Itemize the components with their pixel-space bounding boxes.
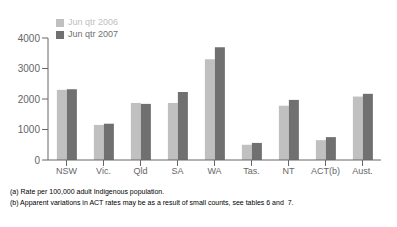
svg-text:WA: WA — [207, 166, 221, 176]
svg-text:SA: SA — [171, 166, 183, 176]
svg-text:ACT(b): ACT(b) — [311, 166, 340, 176]
svg-text:Vic.: Vic. — [96, 166, 111, 176]
svg-text:1000: 1000 — [18, 124, 41, 135]
html-text:(a) Rate per 100,000 adult Ind: (a) Rate per 100,000 adult Indigenous po… — [10, 188, 165, 195]
svg-text:2000: 2000 — [18, 94, 41, 105]
svg-text:Aust.: Aust. — [352, 166, 373, 176]
html-text:Jun qtr 2006: Jun qtr 2006 — [68, 17, 118, 27]
svg-text:Qld: Qld — [133, 166, 147, 176]
svg-text:0: 0 — [34, 155, 40, 166]
svg-text:3000: 3000 — [18, 63, 41, 74]
svg-text:NSW: NSW — [56, 166, 78, 176]
html-text:(b) Apparent variations in ACT: (b) Apparent variations in ACT rates may… — [10, 199, 294, 206]
svg-text:4000: 4000 — [18, 33, 41, 44]
html-text:Jun qtr 2007: Jun qtr 2007 — [68, 29, 118, 39]
svg-text:Tas.: Tas. — [243, 166, 260, 176]
svg-text:NT: NT — [283, 166, 295, 176]
